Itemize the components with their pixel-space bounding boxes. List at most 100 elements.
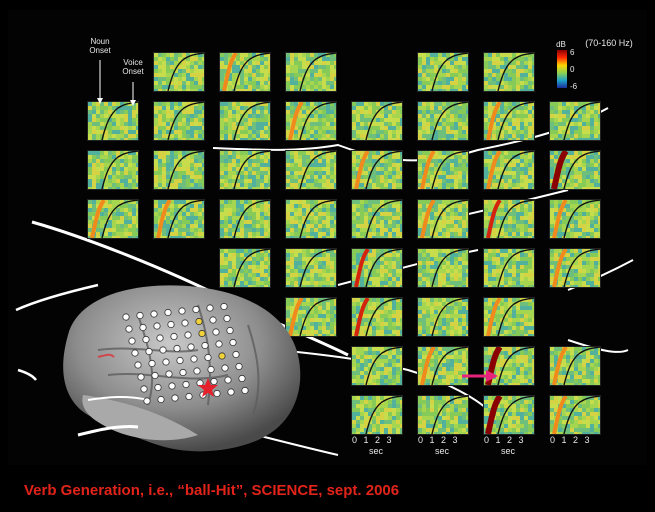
spectrogram-tile [483, 101, 535, 141]
spectrogram-tile [483, 297, 535, 337]
electrode-dot [241, 386, 249, 395]
electrode-dot [164, 308, 172, 317]
spectrogram-tile [351, 199, 403, 239]
spectrogram-tile [549, 395, 601, 435]
electrode-dot [125, 325, 133, 333]
figure-panel: Noun Onset Voice Onset dB (70-160 Hz) 6 … [8, 10, 647, 465]
electrode-dot [229, 338, 237, 347]
spectrogram-tile [417, 150, 469, 190]
electrode-dot [173, 344, 181, 353]
colorbar [557, 50, 567, 88]
electrode-dot [184, 331, 192, 339]
noun-onset-label: Noun Onset [89, 37, 111, 55]
electrode-dot [148, 359, 156, 368]
spectrogram-tile [483, 395, 535, 435]
axis-ticks-col2: 0 1 2 3 [418, 435, 460, 445]
electrode-dot [140, 385, 148, 393]
spectrogram-tile [417, 395, 469, 435]
axis-unit-col1: sec [369, 446, 384, 456]
brain-image [63, 285, 301, 452]
electrode-dot [212, 328, 220, 336]
highlight-arrow [462, 370, 498, 382]
electrode-dot [176, 356, 184, 365]
spectrogram-tile [351, 101, 403, 141]
spectrogram-tile [285, 248, 337, 288]
electrode-dot [195, 317, 203, 326]
spectrogram-tile [351, 346, 403, 386]
spectrogram-tile [351, 395, 403, 435]
electrode-dot [224, 376, 232, 384]
slide-caption: Verb Generation, i.e., “ball-Hit”, SCIEN… [24, 482, 400, 499]
electrode-dot [187, 343, 195, 351]
electrode-dot [150, 310, 158, 318]
electrode-dot [210, 377, 218, 386]
spectrogram-tile [153, 101, 205, 141]
spectrogram-tile [285, 150, 337, 190]
spectrogram-tile [219, 101, 271, 141]
electrode-dot [207, 365, 215, 374]
electrode-dot [232, 350, 240, 359]
electrode-dot [165, 370, 173, 378]
spectrogram-tile [417, 52, 469, 92]
electrode-dot [182, 380, 190, 389]
spectrogram-tile [483, 150, 535, 190]
spectrogram-tile [153, 52, 205, 92]
spectrogram-tile [351, 150, 403, 190]
frequency-band-label: (70-160 Hz) [585, 38, 633, 48]
spectrogram-tile [417, 199, 469, 239]
onset-arrows [97, 60, 136, 106]
star-marker [198, 378, 218, 397]
electrode-dot [142, 335, 150, 344]
spectrogram-tile [417, 297, 469, 337]
electrode-dot [204, 353, 212, 362]
electrode-dot [209, 316, 217, 324]
axis-unit-col2: sec [435, 446, 450, 456]
electrode-dot [154, 383, 162, 392]
electrode-dot [156, 334, 164, 342]
spectrogram-tile [285, 101, 337, 141]
colorbar-unit-label: dB [556, 40, 566, 49]
electrode-dot [178, 307, 186, 315]
electrode-dot [139, 323, 147, 332]
electrode-dot [206, 304, 214, 312]
electrode-dot [193, 367, 201, 375]
electrode-dot [168, 382, 176, 390]
electrode-dot [226, 326, 234, 335]
axis-ticks-col1: 0 1 2 3 [352, 435, 394, 445]
electrode-dot [220, 302, 228, 311]
spectrogram-tile [219, 199, 271, 239]
electrode-dot [198, 329, 206, 338]
electrode-dot [223, 314, 231, 323]
electrode-dot [151, 371, 159, 380]
spectrogram-tile [417, 248, 469, 288]
axis-ticks-col3: 0 1 2 3 [484, 435, 526, 445]
spectrogram-tile [285, 52, 337, 92]
voice-onset-label: Voice Onset [122, 58, 144, 76]
electrode-grid [122, 302, 249, 405]
electrode-dot [227, 388, 235, 396]
electrode-dot [134, 361, 142, 369]
electrode-dot [136, 311, 144, 320]
spectrogram-tile [549, 150, 601, 190]
spectrogram-tile [219, 52, 271, 92]
electrode-dot [238, 374, 246, 383]
spectrogram-tile [483, 248, 535, 288]
electrode-dot [185, 392, 193, 401]
electrode-dot [218, 352, 226, 360]
spectrogram-tile [153, 199, 205, 239]
electrode-dot [122, 313, 130, 321]
spectrogram-tile [549, 346, 601, 386]
electrode-dot [167, 320, 175, 329]
electrode-dot [145, 347, 153, 356]
spectrogram-tile [549, 199, 601, 239]
spectrogram-tile [483, 52, 535, 92]
electrode-dot [153, 322, 161, 330]
electrode-dot [181, 319, 189, 327]
spectrogram-tile [87, 199, 139, 239]
electrode-dot [170, 332, 178, 341]
spectrogram-tile [285, 297, 337, 337]
electrode-dot [215, 340, 223, 348]
electrode-dot [162, 358, 170, 366]
electrode-dot [131, 349, 139, 357]
